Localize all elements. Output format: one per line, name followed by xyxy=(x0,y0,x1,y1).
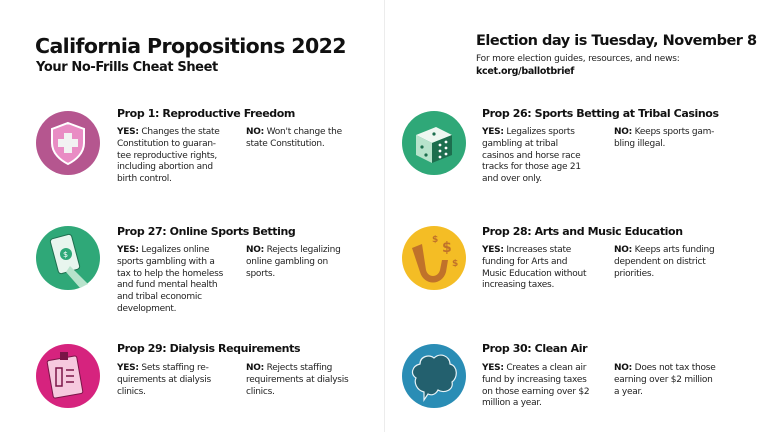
yes-text: Legalizes sports gambling at tribal casi… xyxy=(482,127,581,185)
yes-description: YES: Creates a clean air fund by increas… xyxy=(482,363,607,410)
no-label: NO: xyxy=(614,363,633,373)
no-description: NO: Won't change the state Constitution. xyxy=(246,127,366,151)
no-label: NO: xyxy=(246,127,265,137)
no-description: NO: Rejects staffing requirements at dia… xyxy=(246,363,366,398)
more-info-text: For more election guides, resources, and… xyxy=(476,54,680,64)
election-day-heading: Election day is Tuesday, November 8 xyxy=(476,33,757,49)
cloud-icon xyxy=(402,344,466,408)
no-description: NO: Keeps arts funding dependent on dist… xyxy=(614,245,739,280)
phone-money-icon: $ xyxy=(36,226,100,290)
ballot-brief-link[interactable]: kcet.org/ballotbrief xyxy=(476,66,575,77)
no-label: NO: xyxy=(246,245,265,255)
yes-label: YES: xyxy=(117,127,139,137)
no-text: Rejects staffing requirements at dialysi… xyxy=(246,363,349,397)
yes-label: YES: xyxy=(482,245,504,255)
yes-text: Changes the state Constitution to guaran… xyxy=(117,127,220,185)
prop-title: Prop 30: Clean Air xyxy=(482,342,588,355)
no-label: NO: xyxy=(614,127,633,137)
yes-label: YES: xyxy=(482,363,504,373)
yes-text: Creates a clean air fund by increasing t… xyxy=(482,363,590,409)
dice-icon xyxy=(402,111,466,175)
clipboard-icon xyxy=(36,344,100,408)
no-text: Won't change the state Constitution. xyxy=(246,127,342,149)
prop-title: Prop 27: Online Sports Betting xyxy=(117,225,296,238)
svg-text:$: $ xyxy=(432,235,438,245)
page-title: California Propositions 2022 xyxy=(35,34,347,58)
yes-label: YES: xyxy=(117,245,139,255)
no-description: NO: Keeps sports gam- bling illegal. xyxy=(614,127,739,151)
yes-label: YES: xyxy=(117,363,139,373)
no-text: Keeps arts funding dependent on district… xyxy=(614,245,715,279)
yes-description: YES: Increases state funding for Arts an… xyxy=(482,245,607,292)
prop-title: Prop 26: Sports Betting at Tribal Casino… xyxy=(482,107,719,120)
yes-text: Legalizes online sports gambling with a … xyxy=(117,245,224,314)
saxophone-icon: $ $ $ xyxy=(402,226,466,290)
yes-description: YES: Changes the state Constitution to g… xyxy=(117,127,237,186)
no-description: NO: Does not tax those earning over $2 m… xyxy=(614,363,739,398)
no-description: NO: Rejects legalizing online gambling o… xyxy=(246,245,366,280)
no-text: Keeps sports gam- bling illegal. xyxy=(614,127,715,149)
shield-cross-icon xyxy=(36,111,100,175)
prop-title: Prop 1: Reproductive Freedom xyxy=(117,107,295,120)
yes-text: Sets staffing re- quirements at dialysis… xyxy=(117,363,211,397)
page-subtitle: Your No-Frills Cheat Sheet xyxy=(36,60,218,75)
svg-text:$: $ xyxy=(63,250,68,259)
svg-text:$: $ xyxy=(442,240,452,256)
prop-title: Prop 29: Dialysis Requirements xyxy=(117,342,301,355)
no-text: Rejects legalizing online gambling on sp… xyxy=(246,245,341,279)
svg-text:$: $ xyxy=(452,259,458,269)
yes-label: YES: xyxy=(482,127,504,137)
column-divider xyxy=(384,0,385,432)
prop-title: Prop 28: Arts and Music Education xyxy=(482,225,683,238)
no-label: NO: xyxy=(246,363,265,373)
yes-text: Increases state funding for Arts and Mus… xyxy=(482,245,587,291)
yes-description: YES: Legalizes online sports gambling wi… xyxy=(117,245,237,316)
no-text: Does not tax those earning over $2 milli… xyxy=(614,363,716,397)
yes-description: YES: Sets staffing re- quirements at dia… xyxy=(117,363,237,398)
yes-description: YES: Legalizes sports gambling at tribal… xyxy=(482,127,607,186)
no-label: NO: xyxy=(614,245,633,255)
